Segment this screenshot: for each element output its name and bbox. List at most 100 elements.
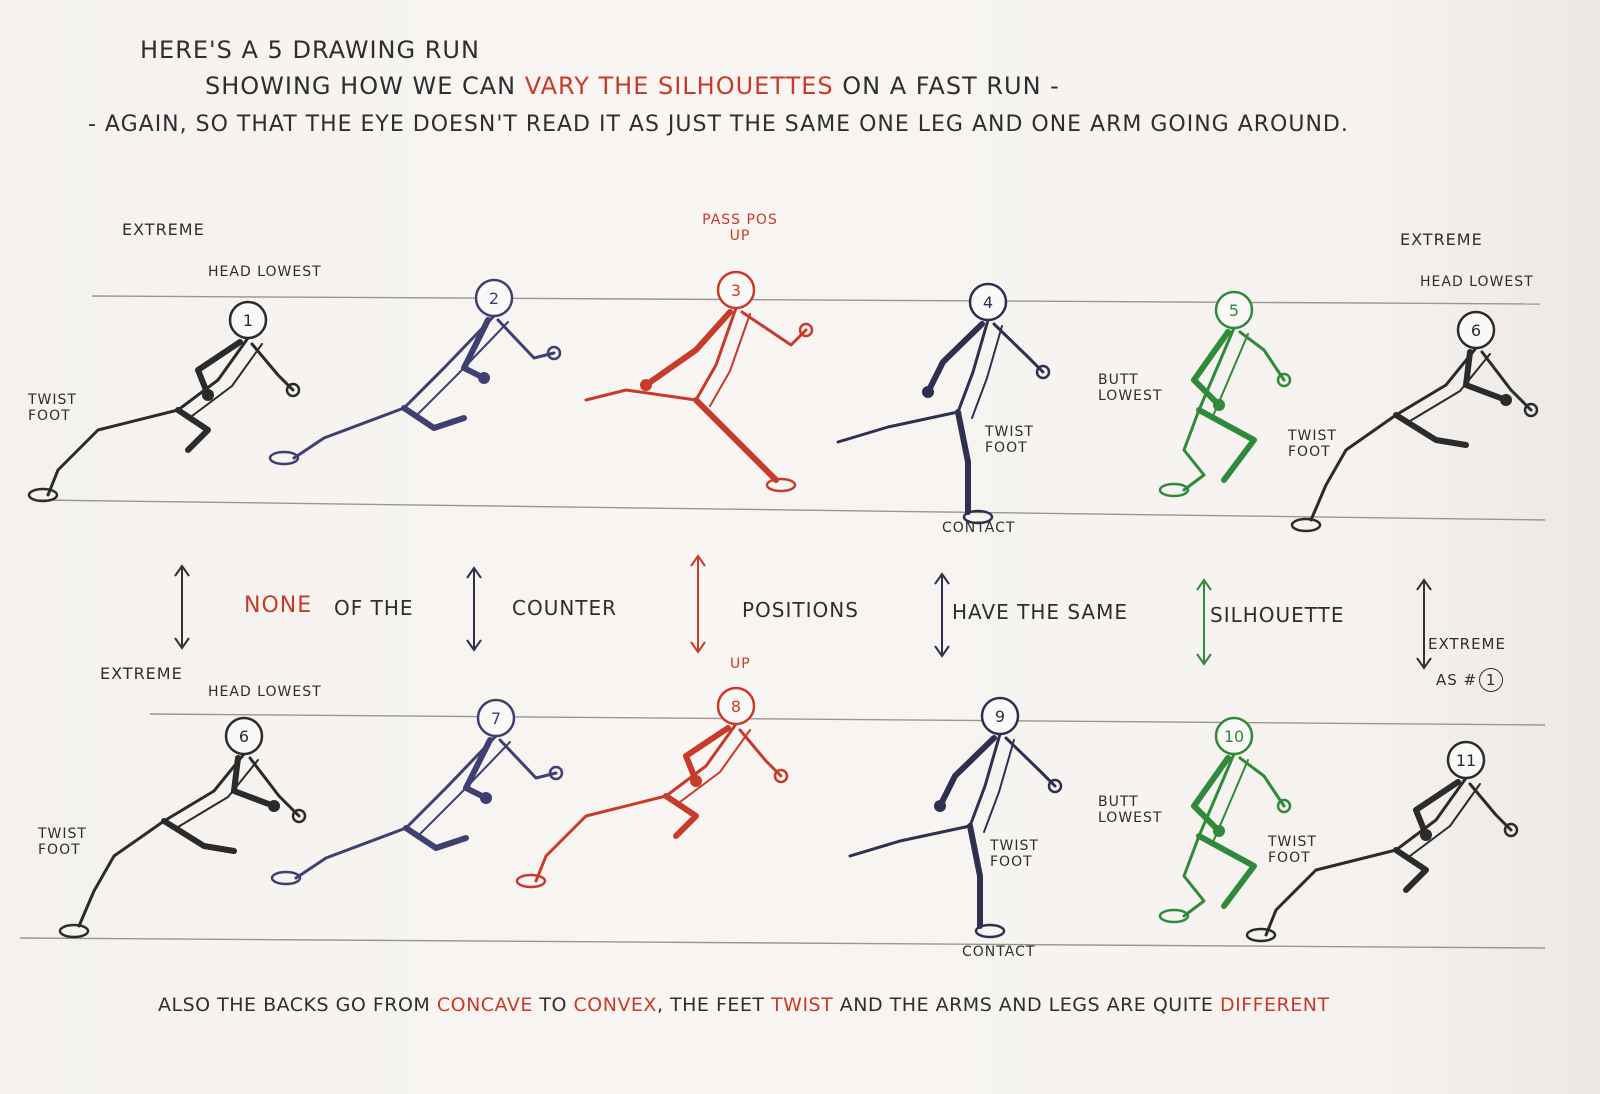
figure-top-4-arm-a xyxy=(925,321,985,395)
figure-top-2-torso-outline xyxy=(417,321,509,415)
figure-bottom-10-torso xyxy=(1197,752,1236,838)
label-pass-pos-text: PASS POS xyxy=(702,212,778,228)
header-line-2-c: ON A FAST RUN - xyxy=(842,72,1060,100)
figure-bottom-7-torso xyxy=(404,734,498,830)
figure-top-3-number: 3 xyxy=(731,281,741,300)
figure-top-4-hand-b xyxy=(1035,364,1051,380)
figure-bottom-11: 11 xyxy=(1245,740,1519,943)
double-arrow-down-head xyxy=(1416,657,1432,670)
figure-bottom-8-torso-outline xyxy=(679,729,751,803)
figure-bottom-10-foot xyxy=(1158,908,1190,924)
figure-top-2-torso xyxy=(402,314,496,410)
figure-top-2-leg-b xyxy=(401,405,467,431)
label-extreme-right: EXTREME xyxy=(1400,230,1483,249)
figure-bottom-7-foot xyxy=(270,870,302,886)
figure-bottom-6-torso-outline xyxy=(177,759,259,828)
figure-top-5-hand-b xyxy=(1276,372,1292,388)
figure-bottom-10-leg-b xyxy=(1196,833,1257,909)
figure-bottom-7-hand-a xyxy=(480,792,492,804)
figure-top-3-hand-a xyxy=(640,379,652,391)
double-arrow-up-head xyxy=(690,554,706,567)
figure-top-1-torso-outline xyxy=(191,343,263,417)
figure-top-1-number: 1 xyxy=(243,311,253,330)
figure-bottom-9-arm-b xyxy=(1004,736,1057,788)
figure-top-6-hand-a xyxy=(1500,394,1512,406)
figure-top-5-head xyxy=(1214,290,1254,330)
figure-bottom-9-torso-outline xyxy=(983,739,1015,833)
figure-bottom-6-leg-b xyxy=(161,818,237,854)
figure-bottom-9-foot xyxy=(974,923,1006,939)
figure-bottom-7-arm-a xyxy=(463,737,493,801)
figure-top-2-leg-a xyxy=(292,406,406,460)
figure-bottom-9-arm-a xyxy=(937,735,997,809)
double-arrow-up-head xyxy=(934,572,950,585)
figure-top-2-hand-b xyxy=(546,345,562,361)
figure-bottom-10-hand-b xyxy=(1276,798,1292,814)
bottom-ground-line xyxy=(19,937,1546,949)
middle-have-the-same: HAVE THE SAME xyxy=(952,600,1129,624)
footer-g: AND THE ARMS AND LEGS ARE QUITE xyxy=(839,994,1214,1016)
figure-top-1-head xyxy=(228,300,268,340)
bottom-head-guide-line xyxy=(149,713,1546,726)
top-row-figures: 1 2 3 4 5 6 xyxy=(27,270,1539,533)
header-line-3: - AGAIN, SO THAT THE EYE DOESN'T READ IT… xyxy=(88,112,1349,137)
figure-bottom-6-arm-a xyxy=(231,755,277,809)
figure-bottom-9-head xyxy=(980,696,1020,736)
figure-top-3-leg-a xyxy=(584,388,698,402)
header-line-1: HERE'S A 5 DRAWING RUN xyxy=(140,36,480,64)
figure-bottom-7: 7 xyxy=(270,698,564,886)
figure-top-1-hand-a xyxy=(202,389,214,401)
figure-bottom-6-hand-a xyxy=(268,800,280,812)
figure-bottom-6-hand-b xyxy=(291,808,307,824)
figure-top-5-hand-a xyxy=(1213,399,1225,411)
figure-top-3-leg-b xyxy=(693,397,779,483)
figure-top-6-leg-a xyxy=(1309,413,1398,522)
footer-d: CONVEX xyxy=(573,994,657,1016)
figure-top-1-arm-a xyxy=(195,339,243,398)
figure-top-2-arm-a xyxy=(461,317,491,381)
double-arrow-down-head xyxy=(690,641,706,654)
middle-counter: COUNTER xyxy=(512,596,618,620)
note-top-4: TWIST FOOT xyxy=(985,424,1034,456)
figure-top-6: 6 xyxy=(1290,310,1539,533)
figure-bottom-11-leg-b xyxy=(1393,847,1429,893)
figure-top-4-head xyxy=(968,282,1008,322)
label-pass-up-text: UP xyxy=(729,228,751,244)
double-arrow-down-head xyxy=(1196,653,1212,666)
header-line-2-a: SHOWING HOW WE CAN xyxy=(205,72,517,100)
figure-top-3-hand-b xyxy=(798,322,814,338)
footer-e: , THE FEET xyxy=(656,994,765,1016)
figure-bottom-6-foot xyxy=(58,923,90,939)
figure-top-3-torso-outline xyxy=(709,313,751,407)
note-bottom-9: TWIST FOOT xyxy=(990,838,1039,870)
label-pass-pos: PASS POS UP xyxy=(700,212,780,244)
figure-bottom-8-foot xyxy=(515,873,547,889)
figure-bottom-8-leg-b xyxy=(663,793,699,839)
figure-bottom-9-leg-b xyxy=(967,823,983,929)
double-arrow-down-head xyxy=(466,639,482,652)
footer-h: DIFFERENT xyxy=(1219,994,1330,1016)
figure-bottom-11-hand-a xyxy=(1420,829,1432,841)
figure-top-6-head xyxy=(1456,310,1496,350)
figure-bottom-6: 6 xyxy=(58,716,307,939)
figure-top-6-hand-b xyxy=(1523,402,1539,418)
figure-top-2-head xyxy=(474,278,514,318)
middle-as-label: AS # xyxy=(1436,671,1478,689)
figure-bottom-8-hand-b xyxy=(773,768,789,784)
double-arrow-up-head xyxy=(174,564,190,577)
figure-top-4-leg-a xyxy=(836,410,960,444)
note-top-6: TWIST FOOT xyxy=(1288,428,1337,460)
figure-top-2-foot xyxy=(268,450,300,466)
figure-top-2-number: 2 xyxy=(489,289,499,308)
figure-bottom-10: 10 xyxy=(1158,716,1292,924)
figure-top-6-arm-b xyxy=(1480,350,1533,412)
figure-top-1-leg-b xyxy=(175,407,211,453)
double-arrow-down-head xyxy=(934,645,950,658)
top-ground-line xyxy=(39,499,1546,521)
figure-bottom-11-torso xyxy=(1394,776,1468,852)
figure-bottom-11-arm-a xyxy=(1413,779,1461,838)
figure-bottom-8-arm-b xyxy=(738,728,783,778)
bottom-row-figures: 6 7 8 9 10 11 xyxy=(58,686,1519,943)
double-arrow-4 xyxy=(934,572,950,658)
header-line-2-b: VARY THE SILHOUETTES xyxy=(524,72,834,100)
